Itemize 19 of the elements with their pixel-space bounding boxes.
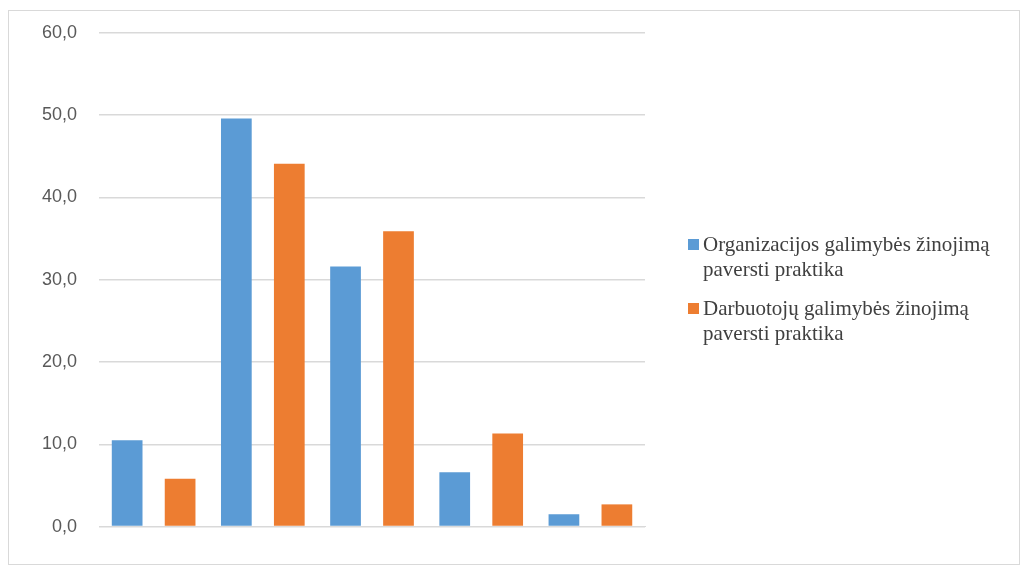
y-tick-label: 30,0 [41, 268, 78, 289]
y-tick-label: 50,0 [41, 104, 78, 125]
y-tick-label: 10,0 [41, 433, 78, 454]
bar [492, 433, 524, 526]
y-tick-label: 40,0 [41, 186, 78, 207]
y-tick-label: 60,0 [41, 21, 78, 42]
bar [220, 118, 252, 526]
bar [601, 504, 633, 526]
legend-label: Organizacijos galimybės žinojimą paversti praktika [703, 232, 991, 282]
bar [383, 231, 414, 526]
legend-label: Darbuotojų galimybės žinojimą paversti praktika [703, 296, 970, 346]
y-tick-label: 20,0 [41, 350, 78, 371]
bar [111, 440, 143, 526]
bar [164, 478, 196, 526]
bar [273, 163, 305, 526]
bar [439, 472, 471, 526]
bar [330, 266, 361, 526]
bar [548, 514, 580, 526]
y-tick-label: 0,0 [52, 515, 78, 536]
